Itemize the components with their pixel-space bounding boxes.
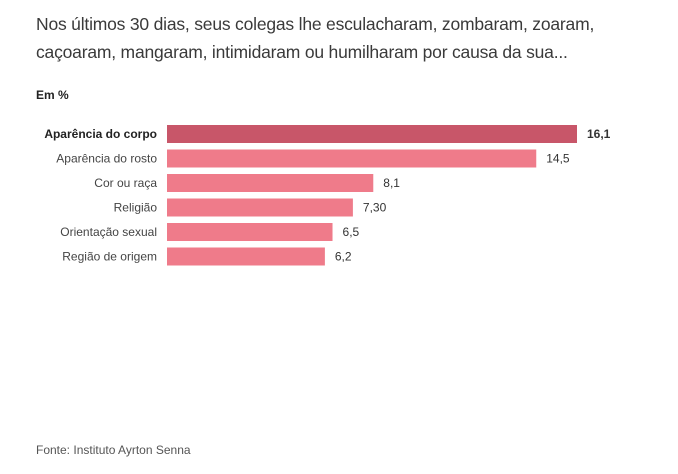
bar <box>167 125 577 143</box>
bars-layer: Aparência do corpo 16,1 Aparência do rosto… <box>44 125 611 266</box>
category-label: Aparência do rosto <box>56 152 157 166</box>
value-label: 7,30 <box>363 201 387 215</box>
value-label: 14,5 <box>546 152 570 166</box>
category-label: Região de origem <box>62 250 157 264</box>
bar <box>167 149 537 168</box>
category-label: Orientação sexual <box>60 225 157 239</box>
category-label: Aparência do corpo <box>44 127 157 141</box>
category-label: Religião <box>114 201 158 215</box>
value-label: 6,5 <box>343 225 360 239</box>
value-label: 16,1 <box>587 127 611 141</box>
chart-title: Nos últimos 30 dias, seus colegas lhe es… <box>36 14 595 62</box>
category-label: Cor ou raça <box>94 176 157 190</box>
source-note: Fonte: Instituto Ayrton Senna <box>36 443 191 457</box>
unit-label: Em % <box>36 88 69 102</box>
value-label: 8,1 <box>383 176 400 190</box>
bar <box>167 247 325 266</box>
bar <box>167 223 333 241</box>
bar <box>167 174 374 192</box>
bar <box>167 198 353 217</box>
value-label: 6,2 <box>335 250 352 264</box>
